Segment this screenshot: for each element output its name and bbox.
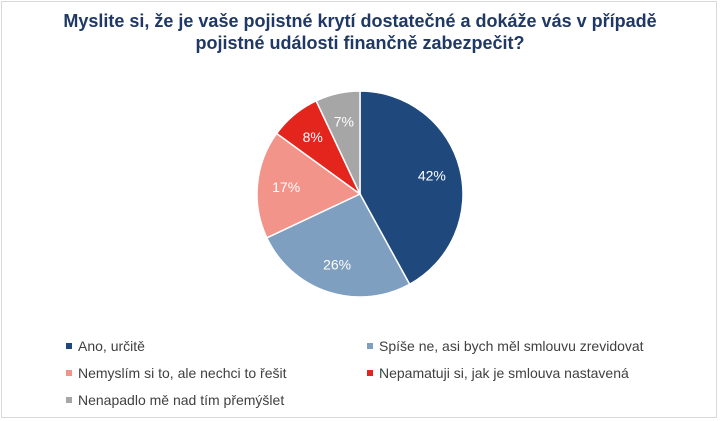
chart-title-line-2: pojistné události finančně zabezpečit? [195,33,525,53]
pie-slice-spise-ne [265,193,411,298]
legend-swatch [66,343,72,350]
legend-swatch [66,397,72,404]
legend-item-nenapadlo: Nenapadlo mě nad tím přemýšlet [66,391,284,409]
pie-slice-nenapadlo [315,90,361,195]
legend-label: Spíše ne, asi bych měl smlouvu zrevidova… [379,338,644,354]
legend-item-nepamatuji: Nepamatuji si, jak je smlouva nastavená [367,364,629,382]
legend-swatch [367,370,373,377]
data-label-nemyslim: 17% [272,179,300,195]
data-label-nepamatuji: 8% [303,129,323,145]
chart-title-line-1: Myslite si, že je vaše pojistné krytí do… [63,11,657,31]
data-label-nenapadlo: 7% [334,114,354,130]
legend-item-spise-ne: Spíše ne, asi bych měl smlouvu zrevidova… [367,337,644,355]
chart-title: Myslite si, že je vaše pojistné krytí do… [0,10,720,54]
legend-label: Nepamatuji si, jak je smlouva nastavená [379,365,629,381]
legend-label: Nemyslím si to, ale nechci to řešit [78,365,287,381]
legend-swatch [367,343,373,350]
legend-swatch [66,370,72,377]
legend-label: Nenapadlo mě nad tím přemýšlet [78,392,285,408]
legend-label: Ano, určitě [78,338,145,354]
legend-item-nemyslim: Nemyslím si to, ale nechci to řešit [66,364,287,382]
data-label-ano-urcite: 42% [418,168,446,184]
legend-item-ano-urcite: Ano, určitě [66,337,145,355]
pie-slice-nemyslim [256,132,362,239]
data-label-spise-ne: 26% [323,257,351,273]
pie-slice-ano-urcite [359,90,464,286]
